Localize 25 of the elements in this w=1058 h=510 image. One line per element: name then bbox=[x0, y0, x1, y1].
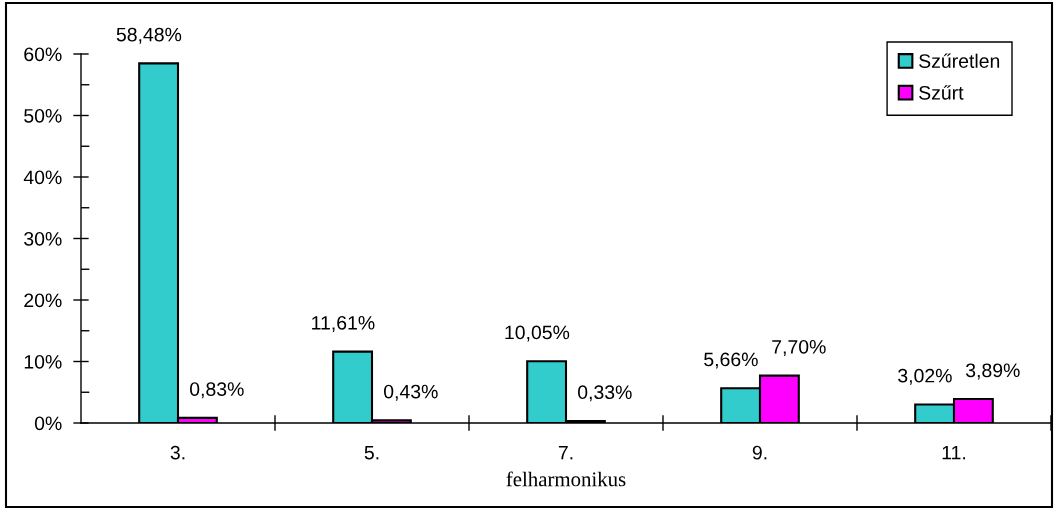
y-tick-label: 10% bbox=[24, 354, 62, 369]
data-label: 7,70% bbox=[772, 339, 826, 357]
y-tick-label: 0% bbox=[34, 416, 62, 431]
data-label: 3,89% bbox=[965, 363, 1020, 380]
x-tick-label: 3. bbox=[170, 445, 185, 460]
data-label: 0,33% bbox=[577, 385, 632, 402]
legend-label: Szűretlen bbox=[919, 53, 1000, 68]
y-tick-label: 30% bbox=[24, 231, 62, 246]
y-tick-label: 40% bbox=[23, 170, 62, 185]
x-tick-label: 11. bbox=[942, 445, 966, 460]
y-tick-label: 20% bbox=[24, 293, 62, 308]
x-axis-title: felharmonikus bbox=[506, 471, 626, 487]
x-tick-label: 9. bbox=[752, 445, 767, 460]
data-label: 5,66% bbox=[704, 352, 758, 369]
data-label: 3,02% bbox=[898, 368, 952, 385]
data-label: 10,05% bbox=[505, 325, 570, 342]
y-tick-label: 60% bbox=[24, 47, 62, 62]
data-label: 11,61% bbox=[312, 315, 375, 332]
x-tick-label: 5. bbox=[364, 445, 379, 460]
data-label: 0,43% bbox=[383, 384, 438, 401]
y-tick-label: 50% bbox=[24, 108, 62, 123]
x-tick-label: 7. bbox=[558, 445, 573, 460]
data-label: 58,48% bbox=[116, 27, 182, 44]
legend-label: Szűrt bbox=[919, 85, 964, 100]
data-label: 0,83% bbox=[189, 382, 244, 399]
